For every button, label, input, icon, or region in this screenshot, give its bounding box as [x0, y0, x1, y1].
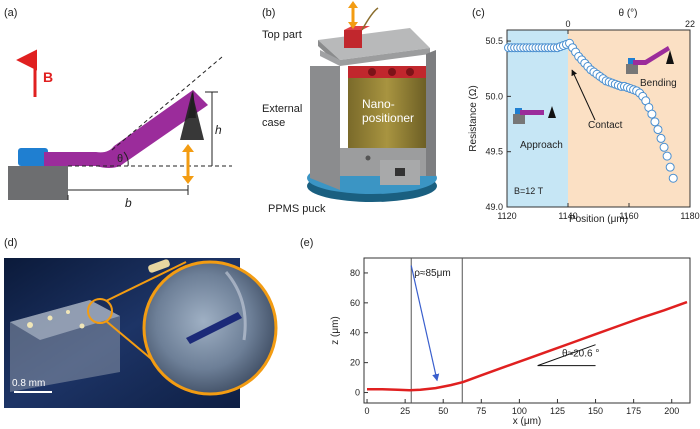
- data-point: [647, 109, 657, 119]
- y-tick-label-c: 50.5: [485, 36, 503, 46]
- base-label: b: [125, 196, 132, 210]
- x-tick-label-e: 200: [664, 406, 679, 416]
- plot-frame-c: [506, 29, 691, 208]
- radius-arrow: [410, 265, 440, 382]
- panel-b: (b) Top part External c: [262, 1, 437, 215]
- data-point: [665, 162, 675, 172]
- x-tick-label-c: 1180: [680, 211, 699, 221]
- y-tick-label-e: 80: [350, 268, 360, 278]
- x-tick-label-e: 150: [588, 406, 603, 416]
- contact-pad: [18, 148, 48, 166]
- top-plate: [318, 28, 430, 60]
- panel-a: (a) B θ h b: [4, 7, 232, 210]
- height-label: h: [215, 123, 222, 137]
- panel-c-label: (c): [472, 7, 485, 19]
- y-tick-label-e: 20: [350, 358, 360, 368]
- approach-icon: [513, 106, 556, 124]
- x-tick-label-e: 125: [550, 406, 565, 416]
- data-point: [668, 173, 678, 183]
- approach-label: Approach: [520, 140, 563, 151]
- top-part-label: Top part: [262, 29, 302, 41]
- y-tick-label-c: 49.5: [485, 147, 503, 157]
- tangent-line: [111, 56, 223, 151]
- y-axis-label-e: z (μm): [330, 316, 341, 345]
- external-case-label-2: case: [262, 117, 285, 129]
- x-tick-label-c: 1120: [497, 211, 516, 221]
- data-point: [659, 142, 669, 152]
- resistance-chart: 1120 1140 1160 1180 49.0 49.5 50.0 50.5 0 22 Posit…: [468, 8, 700, 225]
- panel-b-label: (b): [262, 7, 275, 19]
- top-tick-label-c: 0: [565, 19, 570, 29]
- profile-curve: [367, 300, 688, 392]
- external-case: [310, 66, 340, 190]
- contact-label: Contact: [588, 120, 623, 131]
- angle-label: θ: [117, 153, 123, 165]
- x-axis-label-e: x (μm): [513, 416, 542, 427]
- zoomed-cantilever: [186, 312, 242, 344]
- y-tick-label-c: 49.0: [485, 202, 503, 212]
- cantilever: [44, 90, 208, 168]
- data-point: [653, 125, 663, 135]
- x-tick-label-e: 50: [438, 406, 448, 416]
- y-tick-label-c: 50.0: [485, 91, 503, 101]
- panel-e-label: (e): [300, 237, 313, 249]
- panel-a-label: (a): [4, 7, 17, 19]
- bending-label: Bending: [640, 78, 677, 89]
- data-point: [650, 117, 660, 127]
- substrate-block: [8, 166, 68, 200]
- panel-e: (e) 0 25 50 75 100 125 150 175 200 0 20 40 60 80 x (μm…: [300, 237, 691, 427]
- zoom-source-circle: [87, 298, 113, 324]
- y-tick-label-e: 0: [355, 388, 360, 398]
- x-tick-label-e: 175: [626, 406, 641, 416]
- bending-icon: [626, 46, 674, 74]
- x-axis-label-c: Position (μm): [569, 214, 628, 225]
- data-point: [656, 133, 666, 143]
- panel-d-label: (d): [4, 237, 17, 249]
- x-tick-label-e: 100: [512, 406, 527, 416]
- rho-label: ρ≈85μm: [414, 268, 450, 279]
- angle-arc: [123, 151, 129, 167]
- theta-label: θ≈20.6 °: [562, 349, 599, 360]
- scale-bar-label: 0.8 mm: [12, 378, 45, 389]
- y-tick-label-e: 60: [350, 298, 360, 308]
- nano-label-2: positioner: [362, 111, 414, 125]
- panel-c: (c) 1120 1140 1160 1180 49.0 49.5 50.0 50.5 0 22 P…: [468, 7, 700, 225]
- x-tick-label-c: 1160: [619, 211, 638, 221]
- plot-frame-e: [363, 257, 691, 404]
- top-tick-label-c: 22: [685, 19, 695, 29]
- x-tick-label-e: 25: [400, 406, 410, 416]
- field-note: B=12 T: [514, 186, 544, 196]
- panel-d: (d) 0.8 mm: [4, 237, 278, 408]
- x-tick-label-c: 1140: [558, 211, 577, 221]
- x-tick-label-e: 75: [476, 406, 486, 416]
- theta-slope-line: [537, 344, 596, 367]
- y-tick-label-e: 40: [350, 328, 360, 338]
- field-label: B: [43, 69, 53, 85]
- y-axis-label-c: Resistance (Ω): [468, 85, 479, 151]
- contact-arrow: [571, 69, 596, 121]
- data-point: [662, 151, 672, 161]
- profile-chart: 0 25 50 75 100 125 150 175 200 0 20 40 60 80 x (μm) z (…: [330, 257, 691, 427]
- nano-label-1: Nano-: [362, 97, 395, 111]
- x-tick-label-e: 0: [365, 406, 370, 416]
- nano-positioner: [348, 78, 426, 148]
- puck-label: PPMS puck: [268, 203, 326, 215]
- external-case-label-1: External: [262, 103, 302, 115]
- top-part-block: [344, 30, 362, 48]
- top-axis-label-c: θ (°): [619, 8, 638, 19]
